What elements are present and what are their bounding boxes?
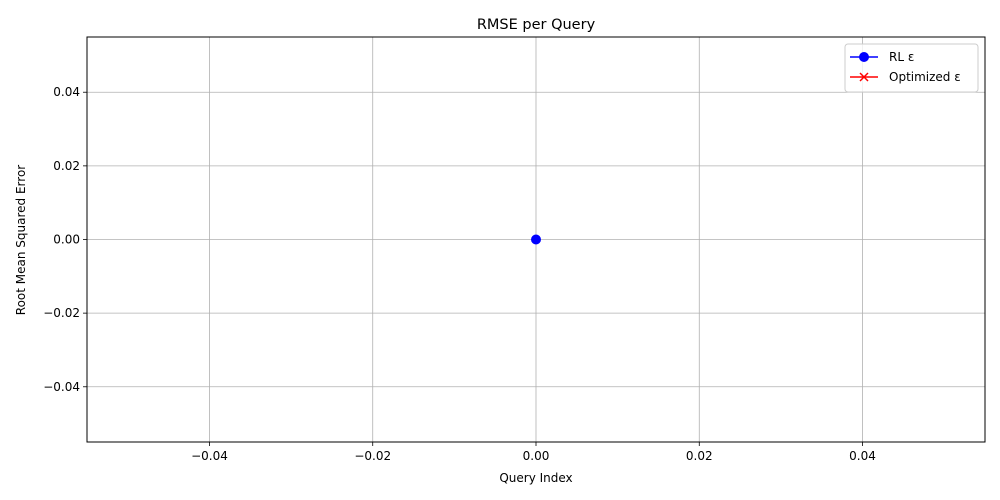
y-tick-label: −0.04 — [43, 380, 80, 394]
x-tick-label: −0.04 — [191, 449, 228, 463]
legend-label: Optimized ε — [889, 70, 961, 84]
legend-entry: Optimized ε — [850, 70, 961, 84]
y-tick-label: 0.02 — [53, 159, 80, 173]
data-series — [531, 234, 541, 245]
legend-box — [844, 43, 979, 93]
legend-label: RL ε — [889, 50, 914, 64]
y-tick-label: 0.04 — [53, 85, 80, 99]
legend: RL ε Optimized ε — [844, 43, 979, 93]
axis-ticks: −0.04 −0.02 0.00 0.02 0.04 −0.04 −0.02 0.00 0.02… — [43, 85, 876, 463]
grid-lines — [87, 37, 985, 442]
legend-marker — [859, 72, 869, 82]
x-tick-label: −0.02 — [354, 449, 391, 463]
x-tick-label: 0.04 — [849, 449, 876, 463]
x-axis-title: Query Index — [499, 471, 572, 485]
plot-area-frame — [86, 36, 986, 443]
y-axis-title: Root Mean Squared Error — [14, 165, 28, 316]
y-tick-label: −0.02 — [43, 306, 80, 320]
legend-entry: RL ε — [850, 50, 914, 64]
data-point — [531, 234, 541, 245]
series-group — [531, 234, 541, 245]
chart-title: RMSE per Query — [477, 17, 596, 33]
x-tick-label: 0.02 — [686, 449, 713, 463]
x-tick-label: 0.00 — [523, 449, 550, 463]
y-tick-label: 0.00 — [53, 233, 80, 247]
legend-marker — [859, 52, 869, 62]
